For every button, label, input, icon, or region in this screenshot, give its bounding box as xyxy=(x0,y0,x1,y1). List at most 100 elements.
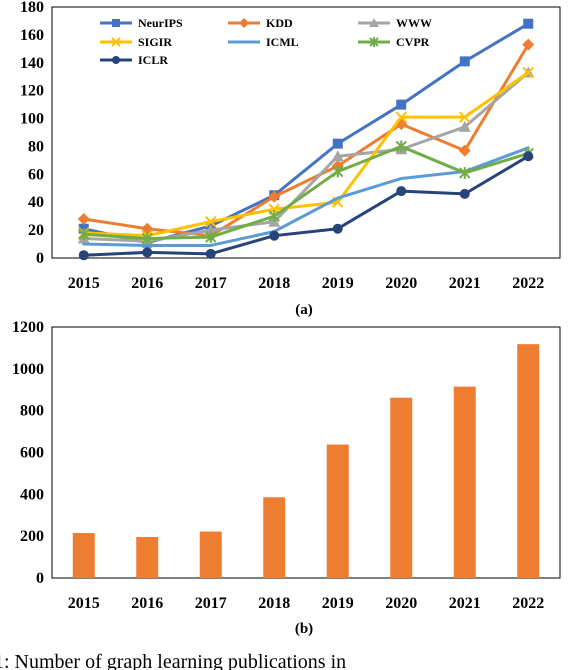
y-tick-label: 0 xyxy=(36,250,44,267)
series-iclr xyxy=(78,151,534,261)
legend-label: NeurIPS xyxy=(138,16,183,30)
series-line xyxy=(82,146,530,247)
legend-item-sigir: SIGIR xyxy=(100,35,172,49)
x-tick-label: 2018 xyxy=(258,275,290,292)
data-point xyxy=(205,216,217,228)
data-point xyxy=(523,151,534,162)
line-chart-a: 0 20 40 60 80 100 120 140 160 180 2015 2016 2017 201… xyxy=(20,0,561,318)
x-tick-label: 2020 xyxy=(385,595,417,612)
legend-marker xyxy=(112,19,120,27)
legend-marker xyxy=(369,18,379,27)
y-tick-label: 140 xyxy=(20,55,44,72)
x-tick-label: 2021 xyxy=(449,595,481,612)
legend-item-www: WWW xyxy=(358,16,432,30)
data-point xyxy=(204,224,217,236)
data-point xyxy=(458,144,471,157)
legend-label: SIGIR xyxy=(138,35,172,49)
y-tick-label: 1000 xyxy=(12,361,44,378)
bar-2017 xyxy=(199,531,222,578)
x-tick-label: 2016 xyxy=(131,595,163,612)
data-point xyxy=(268,210,280,223)
data-point xyxy=(395,140,407,153)
data-point xyxy=(331,150,344,162)
panel-label-b: (b) xyxy=(295,621,313,637)
plot-area-a xyxy=(51,6,561,259)
data-point xyxy=(269,230,280,241)
x-tick-label: 2020 xyxy=(385,275,417,292)
data-point xyxy=(395,111,407,123)
bar-2019 xyxy=(326,444,349,578)
y-tick-label: 120 xyxy=(20,83,44,100)
data-point xyxy=(459,56,470,67)
data-point xyxy=(77,212,90,225)
y-tick-label: 0 xyxy=(36,570,44,587)
legend-marker xyxy=(111,37,121,47)
data-point xyxy=(332,165,344,178)
data-point xyxy=(459,166,471,179)
data-point xyxy=(396,99,407,110)
data-point xyxy=(523,18,534,29)
data-point xyxy=(268,190,281,203)
legend-marker xyxy=(369,37,379,47)
x-tick-label: 2015 xyxy=(68,275,100,292)
legend-marker xyxy=(112,56,120,64)
data-point xyxy=(141,232,153,245)
data-point xyxy=(459,188,470,199)
legend-label: ICML xyxy=(266,35,299,49)
legend-marker xyxy=(239,18,249,28)
bar-chart-b: 0 200 400 600 800 1000 1200 2015 2016 2017 2018 20… xyxy=(12,319,561,637)
bar-2018 xyxy=(263,497,286,578)
legend-label: CVPR xyxy=(396,35,430,49)
x-tick-label: 2018 xyxy=(258,595,290,612)
y-tick-label: 20 xyxy=(28,222,44,239)
bar-2022 xyxy=(517,344,540,578)
y-tick-label: 400 xyxy=(20,486,44,503)
data-point xyxy=(459,111,471,123)
y-tick-label: 1200 xyxy=(12,319,44,336)
bar-2020 xyxy=(390,397,413,578)
figure-caption: 1: Number of graph learning publications… xyxy=(0,651,346,670)
series-line xyxy=(82,71,530,238)
x-tick-label: 2019 xyxy=(322,595,354,612)
data-point xyxy=(78,250,89,261)
series-icml xyxy=(82,146,530,247)
legend-item-iclr: ICLR xyxy=(100,53,168,67)
x-tick-label: 2022 xyxy=(512,595,544,612)
series-line xyxy=(82,144,530,240)
data-point xyxy=(332,223,343,234)
y-tick-label: 100 xyxy=(20,111,44,128)
series-line xyxy=(82,154,530,257)
data-point xyxy=(332,138,343,149)
series-line xyxy=(82,43,530,238)
bar-2016 xyxy=(136,537,159,578)
bar-2015 xyxy=(72,533,95,578)
legend-item-neurips: NeurIPS xyxy=(100,16,183,30)
legend-item-cvpr: CVPR xyxy=(358,35,430,49)
plot-area-b xyxy=(51,326,561,579)
x-tick-label: 2016 xyxy=(131,275,163,292)
x-tick-label: 2022 xyxy=(512,275,544,292)
data-point xyxy=(205,248,216,259)
data-point xyxy=(78,228,90,241)
x-tick-label: 2017 xyxy=(195,595,227,612)
x-tick-label: 2015 xyxy=(68,595,100,612)
bar-2021 xyxy=(453,386,476,578)
legend-item-kdd: KDD xyxy=(228,16,293,30)
y-tick-label: 600 xyxy=(20,445,44,462)
data-point xyxy=(396,186,407,197)
y-tick-label: 800 xyxy=(20,403,44,420)
y-tick-label: 40 xyxy=(28,194,44,211)
data-point xyxy=(458,120,471,132)
data-point xyxy=(142,247,153,258)
y-tick-label: 180 xyxy=(20,0,44,16)
y-tick-label: 60 xyxy=(28,166,44,183)
x-tick-label: 2019 xyxy=(322,275,354,292)
y-tick-label: 160 xyxy=(20,27,44,44)
panel-label-a: (a) xyxy=(295,302,313,318)
y-tick-label: 80 xyxy=(28,138,44,155)
y-tick-label: 200 xyxy=(20,528,44,545)
data-point xyxy=(205,231,217,244)
legend-label: KDD xyxy=(266,16,293,30)
x-tick-label: 2021 xyxy=(449,275,481,292)
legend-label: WWW xyxy=(396,16,432,30)
